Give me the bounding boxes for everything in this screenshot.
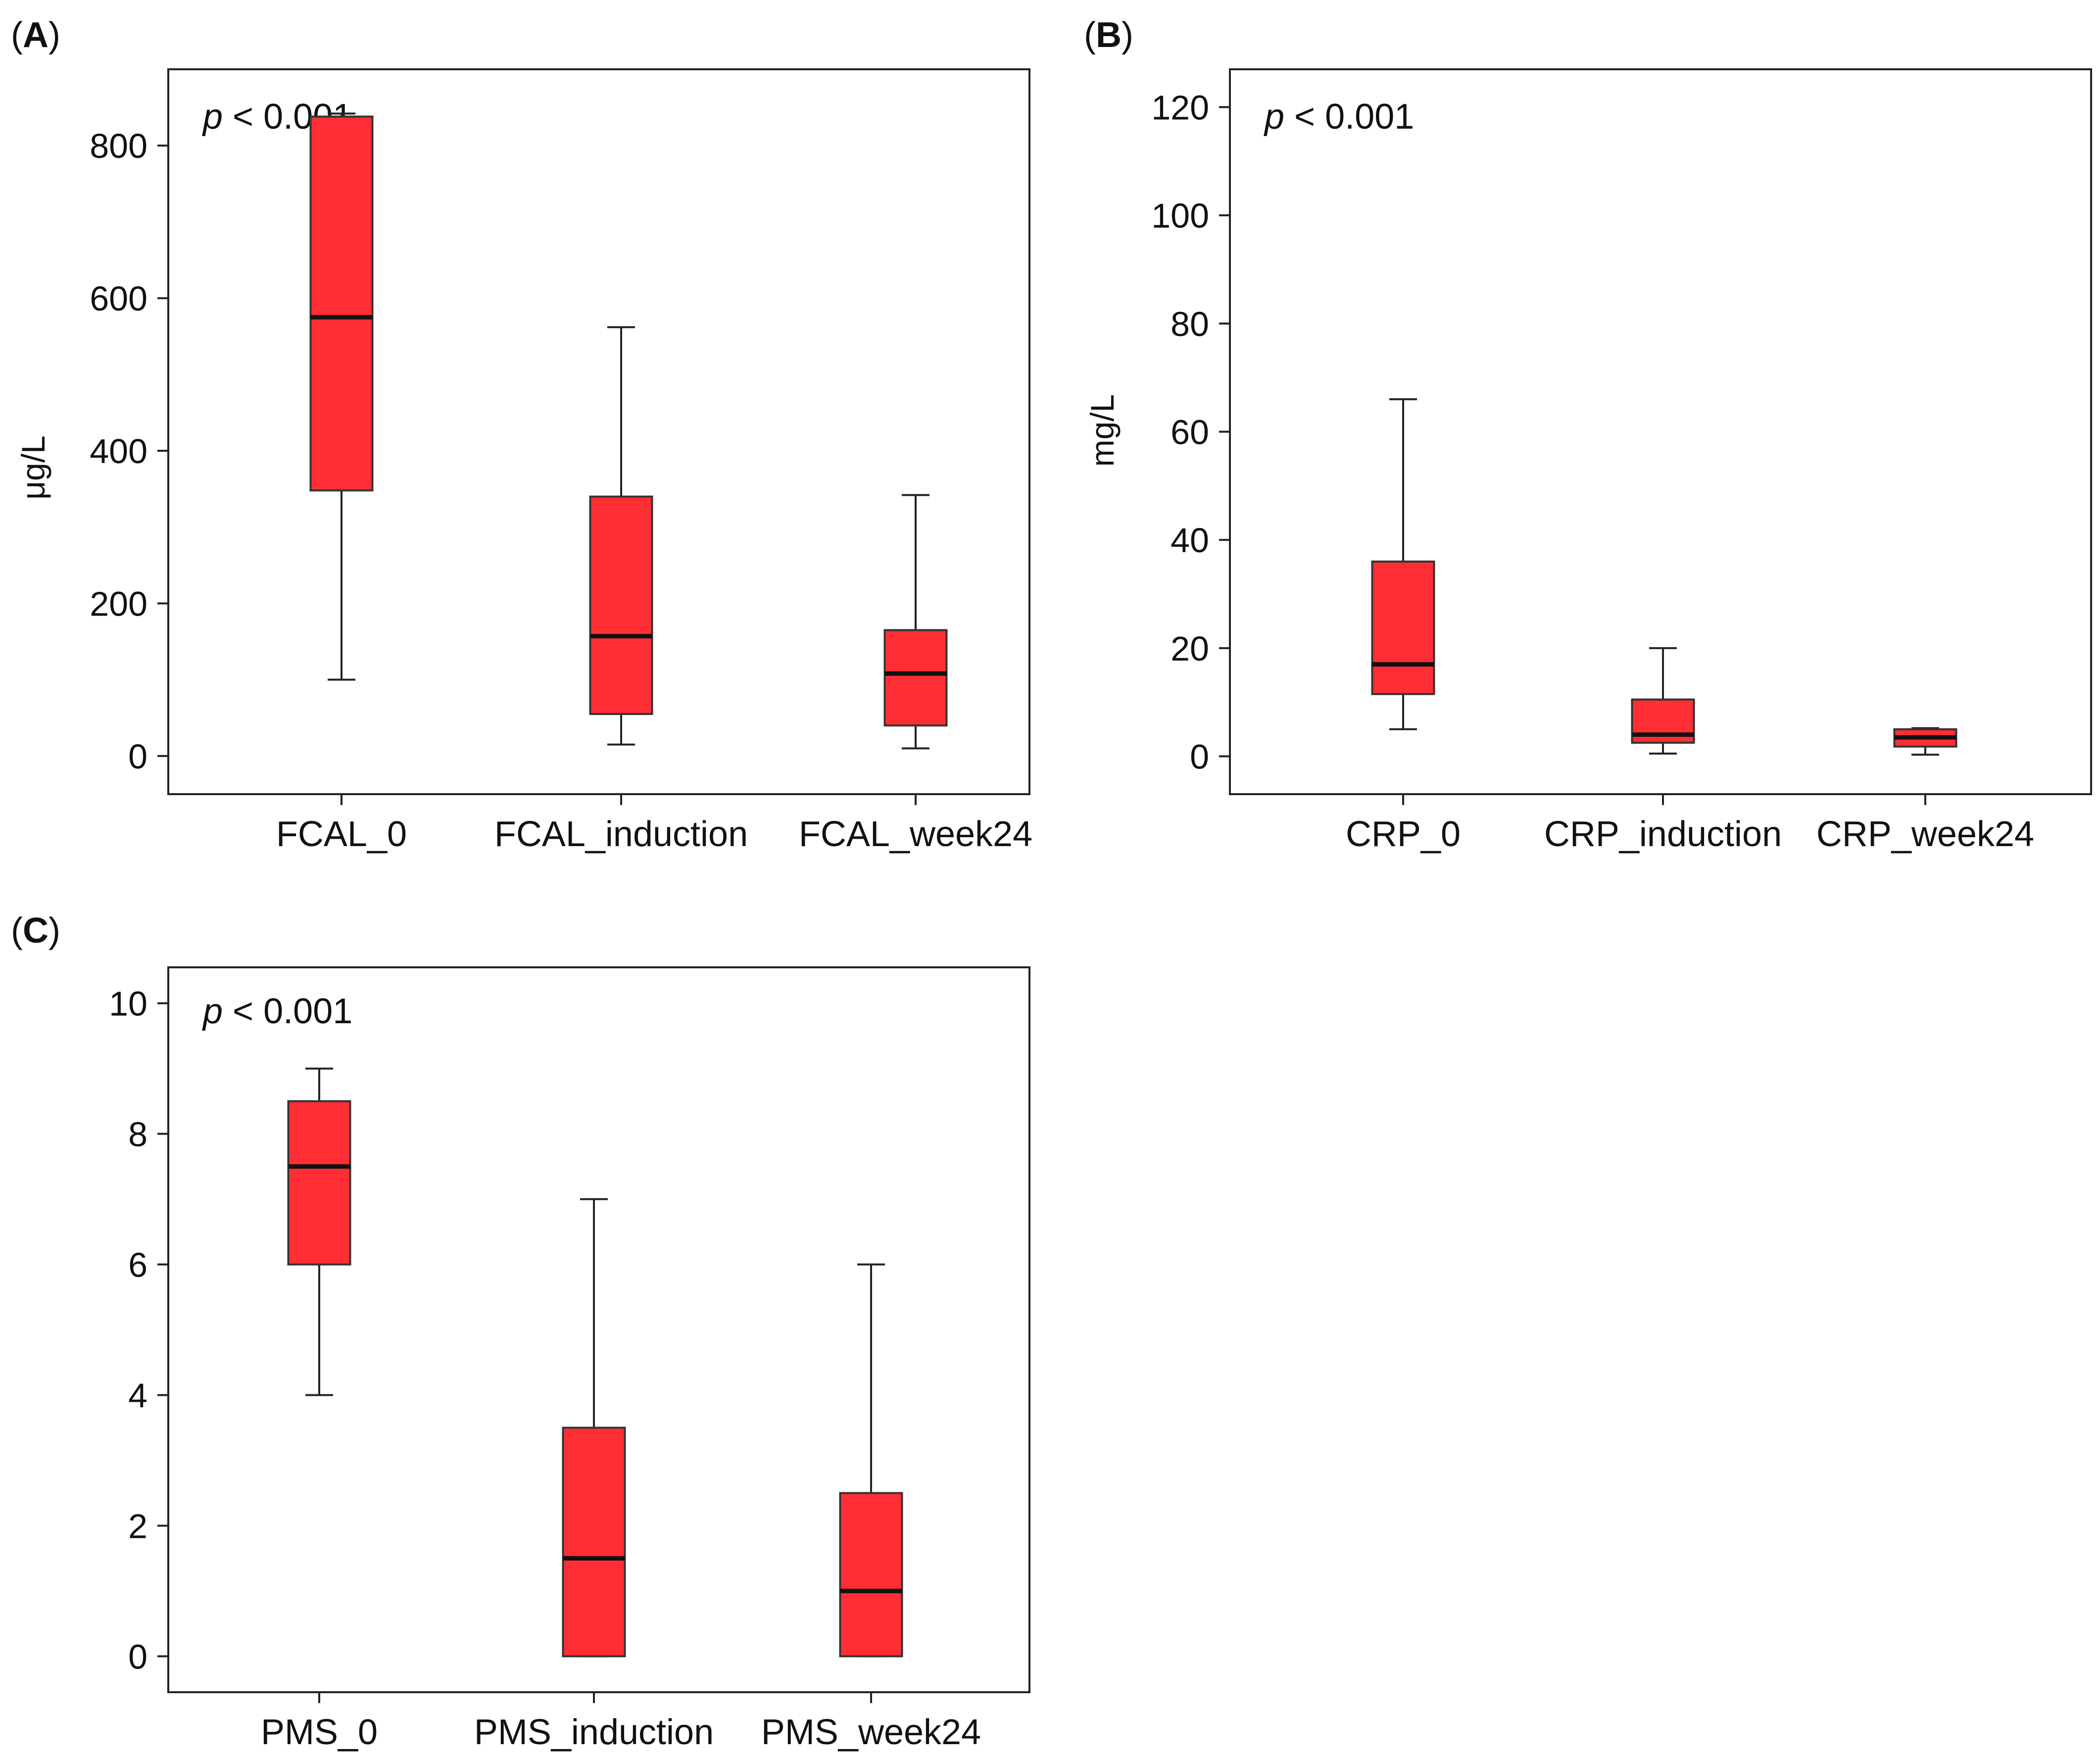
panel-b-category-label-0: CRP_0 [1346, 814, 1461, 854]
panel-c-category-label-0: PMS_0 [261, 1712, 378, 1752]
panel-b-ytick-label-5: 100 [1151, 196, 1209, 235]
panel-c-letter: C [23, 911, 49, 951]
panel-a-ytick-label-0: 0 [128, 737, 147, 776]
panel-b-letter: B [1096, 15, 1122, 55]
panel-c-ytick-label-4: 8 [128, 1115, 147, 1154]
panel-b-label: (B) [1084, 15, 1133, 55]
panel-b: (B) mg/L p < 0.001 0 20 40 60 80 100 120 CRP_0 C… [1084, 15, 2092, 854]
panel-a-ytick-label-3: 600 [90, 280, 147, 318]
panel-c: (C) p < 0.001 0 2 4 6 8 10 PMS_0 PMS_induction P… [11, 911, 1030, 1752]
panel-b-pvalue-text: < 0.001 [1284, 97, 1414, 137]
panel-c-pvalue-text: < 0.001 [223, 992, 352, 1031]
panel-b-category-label-1: CRP_induction [1544, 814, 1782, 854]
panel-c-category-label-2: PMS_week24 [761, 1712, 981, 1752]
panel-c-plot: 0 2 4 6 8 10 PMS_0 PMS_induction PMS_week24 [109, 966, 1030, 1752]
panel-a-axes-frame [167, 68, 1030, 795]
panel-c-pvalue: p < 0.001 [202, 992, 352, 1031]
panel-a-category-label-0: FCAL_0 [276, 814, 407, 854]
panel-a-box-2 [883, 629, 948, 727]
panel-a-category-label-2: FCAL_week24 [799, 814, 1032, 854]
panel-a-category-label-1: FCAL_induction [494, 814, 748, 854]
panel-b-pvalue-p: p [1264, 97, 1284, 137]
panel-a-ylabel: μg/L [15, 435, 51, 500]
panel-a-plot: 0 200 400 600 800 FCAL_0 FCAL_induction FCAL_we… [90, 68, 1032, 854]
panel-b-pvalue: p < 0.001 [1264, 97, 1414, 137]
panel-c-ytick-label-2: 4 [128, 1376, 147, 1415]
panel-b-ytick-label-6: 120 [1151, 89, 1209, 127]
panel-c-box-2 [839, 1492, 903, 1658]
panel-a-ytick-label-1: 200 [90, 584, 147, 623]
panel-a-ytick-label-2: 400 [90, 432, 147, 471]
panel-b-ytick-label-4: 80 [1171, 305, 1209, 343]
panel-b-plot: 0 20 40 60 80 100 120 CRP_0 CRP_induction CRP_wee… [1151, 68, 2092, 854]
panel-c-box-0 [287, 1100, 351, 1266]
panel-b-ytick-label-2: 40 [1171, 521, 1209, 560]
panel-a-box-0 [309, 115, 374, 492]
panel-b-ytick-label-1: 20 [1171, 629, 1209, 668]
panel-b-axes-frame [1229, 68, 2092, 795]
panel-c-ytick-label-5: 10 [109, 985, 147, 1023]
panel-c-ytick-label-1: 2 [128, 1507, 147, 1545]
panel-c-category-label-1: PMS_induction [474, 1712, 714, 1752]
panel-b-category-label-2: CRP_week24 [1816, 814, 2034, 854]
panel-c-label: (C) [11, 911, 60, 951]
panel-c-box-1 [562, 1427, 626, 1658]
panel-c-axes-frame [167, 966, 1030, 1693]
panel-b-ytick-label-0: 0 [1190, 737, 1209, 776]
panel-c-pvalue-p: p [202, 992, 223, 1031]
panel-c-ytick-label-0: 0 [128, 1637, 147, 1676]
panel-b-ylabel: mg/L [1084, 394, 1121, 467]
panel-b-ytick-label-3: 60 [1171, 413, 1209, 452]
panel-a-label: (A) [11, 15, 60, 55]
panel-a-pvalue-p: p [202, 97, 223, 137]
panel-a-ytick-label-4: 800 [90, 127, 147, 165]
panel-a-box-1 [589, 495, 653, 715]
panel-c-ytick-label-3: 6 [128, 1246, 147, 1284]
panel-b-box-0 [1371, 560, 1435, 695]
panel-a-letter: A [23, 15, 49, 55]
